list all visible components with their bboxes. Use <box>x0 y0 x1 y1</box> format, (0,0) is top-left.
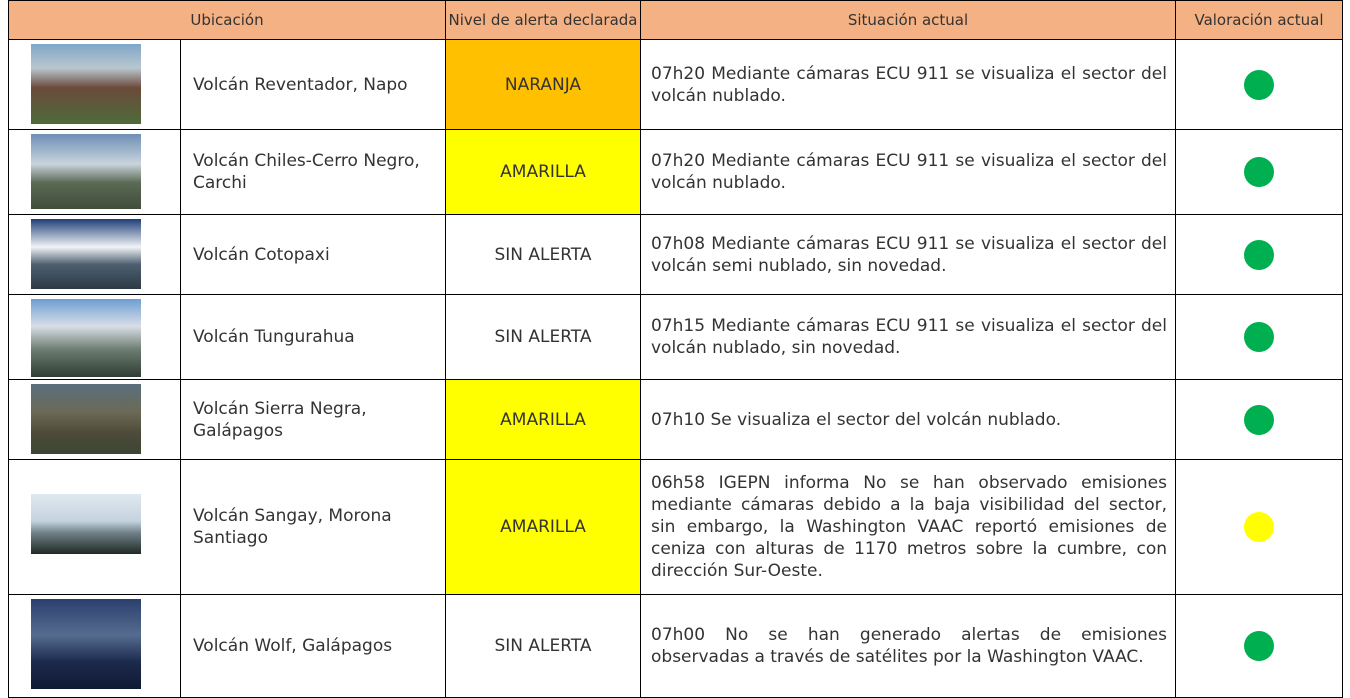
assessment-cell <box>1175 214 1343 295</box>
photo-cell <box>8 294 181 380</box>
status-dot <box>1244 631 1274 661</box>
location: Volcán Chiles-Cerro Negro, Carchi <box>180 129 446 215</box>
table-row: Volcán Cotopaxi SIN ALERTA 07h08 Mediante … <box>8 214 1343 295</box>
photo-cell <box>8 39 181 130</box>
situation: 07h10 Se visualiza el sector del volcán … <box>640 379 1176 460</box>
assessment-cell <box>1175 379 1343 460</box>
situation: 06h58 IGEPN informa No se han observado … <box>640 459 1176 595</box>
status-dot <box>1244 69 1274 100</box>
location: Volcán Cotopaxi <box>180 214 446 295</box>
status-dot <box>1244 322 1274 352</box>
assessment-cell <box>1175 39 1343 130</box>
table-row: Volcán Reventador, Napo NARANJA 07h20 Medi… <box>8 39 1343 130</box>
volcano-photo <box>31 494 141 554</box>
volcano-photo <box>31 44 141 124</box>
table-row: Volcán Sierra Negra, Galápagos AMARILLA 07… <box>8 379 1343 460</box>
volcano-photo <box>31 384 141 454</box>
photo-cell <box>8 594 181 698</box>
alert-level: AMARILLA <box>445 379 641 460</box>
location: Volcán Reventador, Napo <box>180 39 446 130</box>
situation: 07h20 Mediante cámaras ECU 911 se visual… <box>640 129 1176 215</box>
volcano-table: Ubicación Nivel de alerta declarada Situ… <box>8 0 1343 698</box>
status-dot <box>1244 157 1274 187</box>
location: Volcán Sangay, Morona Santiago <box>180 459 446 595</box>
volcano-photo <box>31 599 141 689</box>
table-row: Volcán Sangay, Morona Santiago AMARILLA 06… <box>8 459 1343 595</box>
status-dot <box>1244 239 1274 270</box>
header-cell: Ubicación <box>8 0 446 40</box>
table-row: Volcán Wolf, Galápagos SIN ALERTA 07h00 No… <box>8 594 1343 698</box>
status-dot <box>1244 512 1274 542</box>
photo-cell <box>8 459 181 595</box>
header-cell: Situación actual <box>640 0 1176 40</box>
assessment-cell <box>1175 459 1343 595</box>
volcano-photo <box>31 219 141 289</box>
alert-level: AMARILLA <box>445 459 641 595</box>
situation: 07h00 No se han generado alertas de emis… <box>640 594 1176 698</box>
table-row: Volcán Tungurahua SIN ALERTA 07h15 Mediant… <box>8 294 1343 380</box>
location: Volcán Sierra Negra, Galápagos <box>180 379 446 460</box>
location: Volcán Tungurahua <box>180 294 446 380</box>
header-cell: Nivel de alerta declarada <box>445 0 641 40</box>
photo-cell <box>8 214 181 295</box>
alert-level: SIN ALERTA <box>445 594 641 698</box>
table-row: Volcán Chiles-Cerro Negro, Carchi AMARILL… <box>8 129 1343 215</box>
situation: 07h15 Mediante cámaras ECU 911 se visual… <box>640 294 1176 380</box>
photo-cell <box>8 379 181 460</box>
assessment-cell <box>1175 129 1343 215</box>
header-row: Ubicación Nivel de alerta declarada Situ… <box>8 0 1343 40</box>
volcano-photo <box>31 299 141 377</box>
situation: 07h20 Mediante cámaras ECU 911 se visual… <box>640 39 1176 130</box>
alert-level: NARANJA <box>445 39 641 130</box>
assessment-cell <box>1175 294 1343 380</box>
assessment-cell <box>1175 594 1343 698</box>
location: Volcán Wolf, Galápagos <box>180 594 446 698</box>
photo-cell <box>8 129 181 215</box>
header-cell: Valoración actual <box>1175 0 1343 40</box>
situation: 07h08 Mediante cámaras ECU 911 se visual… <box>640 214 1176 295</box>
alert-level: AMARILLA <box>445 129 641 215</box>
volcano-photo <box>31 134 141 209</box>
alert-level: SIN ALERTA <box>445 214 641 295</box>
status-dot <box>1244 404 1274 435</box>
alert-level: SIN ALERTA <box>445 294 641 380</box>
